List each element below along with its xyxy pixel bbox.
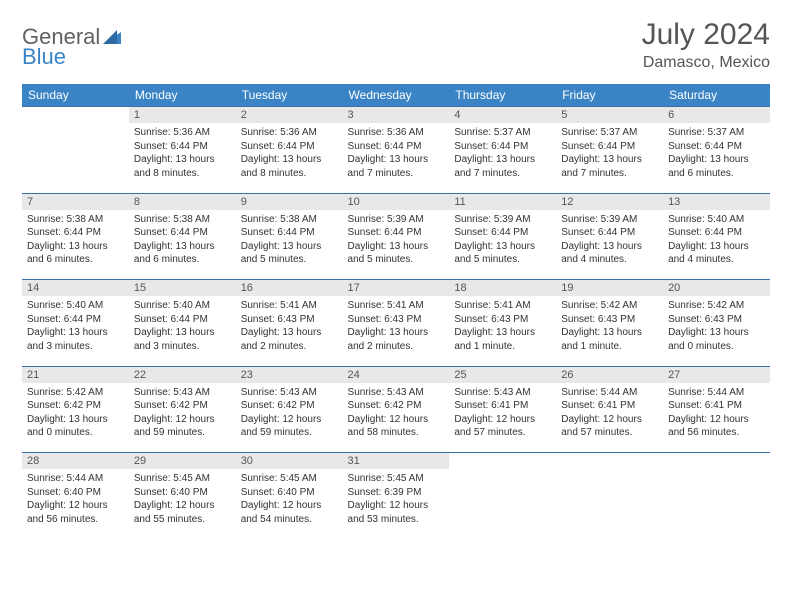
title-block: July 2024 Damasco, Mexico xyxy=(642,18,770,72)
week-daynum-row: 21222324252627 xyxy=(22,366,770,383)
month-title: July 2024 xyxy=(642,18,770,52)
day-number xyxy=(22,107,129,123)
logo-text-blue: Blue xyxy=(22,44,66,69)
day-cell: Sunrise: 5:43 AMSunset: 6:41 PMDaylight:… xyxy=(449,383,556,446)
day-cell: Sunrise: 5:42 AMSunset: 6:42 PMDaylight:… xyxy=(22,383,129,446)
week-body-row: Sunrise: 5:42 AMSunset: 6:42 PMDaylight:… xyxy=(22,383,770,453)
day-cell: Sunrise: 5:37 AMSunset: 6:44 PMDaylight:… xyxy=(556,123,663,186)
day-cell: Sunrise: 5:41 AMSunset: 6:43 PMDaylight:… xyxy=(343,296,450,359)
week-daynum-row: 78910111213 xyxy=(22,193,770,210)
day-cell: Sunrise: 5:38 AMSunset: 6:44 PMDaylight:… xyxy=(22,210,129,273)
day-cell: Sunrise: 5:38 AMSunset: 6:44 PMDaylight:… xyxy=(236,210,343,273)
day-cell: Sunrise: 5:45 AMSunset: 6:39 PMDaylight:… xyxy=(343,469,450,532)
day-cell: Sunrise: 5:45 AMSunset: 6:40 PMDaylight:… xyxy=(129,469,236,532)
day-number: 2 xyxy=(236,107,343,123)
day-number: 22 xyxy=(129,367,236,383)
day-cell: Sunrise: 5:44 AMSunset: 6:41 PMDaylight:… xyxy=(556,383,663,446)
day-cell: Sunrise: 5:42 AMSunset: 6:43 PMDaylight:… xyxy=(663,296,770,359)
day-cell: Sunrise: 5:39 AMSunset: 6:44 PMDaylight:… xyxy=(556,210,663,273)
day-number xyxy=(663,453,770,469)
day-cell: Sunrise: 5:42 AMSunset: 6:43 PMDaylight:… xyxy=(556,296,663,359)
day-number: 29 xyxy=(129,453,236,469)
day-cell: Sunrise: 5:43 AMSunset: 6:42 PMDaylight:… xyxy=(236,383,343,446)
day-number: 13 xyxy=(663,194,770,210)
day-number: 23 xyxy=(236,367,343,383)
day-header: Tuesday xyxy=(236,84,343,107)
day-header: Saturday xyxy=(663,84,770,107)
week-body-row: Sunrise: 5:44 AMSunset: 6:40 PMDaylight:… xyxy=(22,469,770,539)
day-number: 9 xyxy=(236,194,343,210)
day-header-row: SundayMondayTuesdayWednesdayThursdayFrid… xyxy=(22,84,770,107)
location: Damasco, Mexico xyxy=(642,54,770,72)
logo-triangle-icon xyxy=(103,30,121,44)
day-cell: Sunrise: 5:43 AMSunset: 6:42 PMDaylight:… xyxy=(129,383,236,446)
day-number: 25 xyxy=(449,367,556,383)
day-number: 18 xyxy=(449,280,556,296)
day-number: 3 xyxy=(343,107,450,123)
week-body-row: Sunrise: 5:38 AMSunset: 6:44 PMDaylight:… xyxy=(22,210,770,280)
day-number: 11 xyxy=(449,194,556,210)
day-number: 24 xyxy=(343,367,450,383)
day-cell: Sunrise: 5:44 AMSunset: 6:41 PMDaylight:… xyxy=(663,383,770,446)
day-number: 20 xyxy=(663,280,770,296)
day-cell: Sunrise: 5:37 AMSunset: 6:44 PMDaylight:… xyxy=(449,123,556,186)
day-cell: Sunrise: 5:40 AMSunset: 6:44 PMDaylight:… xyxy=(22,296,129,359)
day-cell: Sunrise: 5:41 AMSunset: 6:43 PMDaylight:… xyxy=(236,296,343,359)
day-header: Wednesday xyxy=(343,84,450,107)
day-number: 19 xyxy=(556,280,663,296)
day-number: 5 xyxy=(556,107,663,123)
day-number: 21 xyxy=(22,367,129,383)
day-number: 15 xyxy=(129,280,236,296)
day-cell: Sunrise: 5:44 AMSunset: 6:40 PMDaylight:… xyxy=(22,469,129,532)
day-number: 31 xyxy=(343,453,450,469)
day-cell: Sunrise: 5:40 AMSunset: 6:44 PMDaylight:… xyxy=(663,210,770,273)
day-cell: Sunrise: 5:41 AMSunset: 6:43 PMDaylight:… xyxy=(449,296,556,359)
week-daynum-row: 14151617181920 xyxy=(22,280,770,297)
day-number: 10 xyxy=(343,194,450,210)
day-cell: Sunrise: 5:36 AMSunset: 6:44 PMDaylight:… xyxy=(129,123,236,186)
day-number: 4 xyxy=(449,107,556,123)
week-body-row: Sunrise: 5:40 AMSunset: 6:44 PMDaylight:… xyxy=(22,296,770,366)
header: General July 2024 Damasco, Mexico xyxy=(22,18,770,72)
day-cell: Sunrise: 5:36 AMSunset: 6:44 PMDaylight:… xyxy=(343,123,450,186)
day-number: 16 xyxy=(236,280,343,296)
day-cell: Sunrise: 5:39 AMSunset: 6:44 PMDaylight:… xyxy=(343,210,450,273)
day-number: 17 xyxy=(343,280,450,296)
day-header: Monday xyxy=(129,84,236,107)
day-number xyxy=(449,453,556,469)
day-number: 6 xyxy=(663,107,770,123)
day-cell: Sunrise: 5:36 AMSunset: 6:44 PMDaylight:… xyxy=(236,123,343,186)
day-number: 28 xyxy=(22,453,129,469)
day-number xyxy=(556,453,663,469)
day-cell: Sunrise: 5:45 AMSunset: 6:40 PMDaylight:… xyxy=(236,469,343,532)
day-number: 26 xyxy=(556,367,663,383)
day-number: 30 xyxy=(236,453,343,469)
day-number: 12 xyxy=(556,194,663,210)
day-cell: Sunrise: 5:43 AMSunset: 6:42 PMDaylight:… xyxy=(343,383,450,446)
day-number: 8 xyxy=(129,194,236,210)
day-header: Sunday xyxy=(22,84,129,107)
day-cell: Sunrise: 5:40 AMSunset: 6:44 PMDaylight:… xyxy=(129,296,236,359)
day-header: Friday xyxy=(556,84,663,107)
day-cell: Sunrise: 5:37 AMSunset: 6:44 PMDaylight:… xyxy=(663,123,770,186)
day-header: Thursday xyxy=(449,84,556,107)
week-body-row: Sunrise: 5:36 AMSunset: 6:44 PMDaylight:… xyxy=(22,123,770,193)
week-daynum-row: 123456 xyxy=(22,107,770,124)
day-number: 14 xyxy=(22,280,129,296)
day-number: 7 xyxy=(22,194,129,210)
week-daynum-row: 28293031 xyxy=(22,453,770,470)
day-cell: Sunrise: 5:39 AMSunset: 6:44 PMDaylight:… xyxy=(449,210,556,273)
day-cell: Sunrise: 5:38 AMSunset: 6:44 PMDaylight:… xyxy=(129,210,236,273)
calendar-table: SundayMondayTuesdayWednesdayThursdayFrid… xyxy=(22,84,770,539)
day-number: 1 xyxy=(129,107,236,123)
day-number: 27 xyxy=(663,367,770,383)
